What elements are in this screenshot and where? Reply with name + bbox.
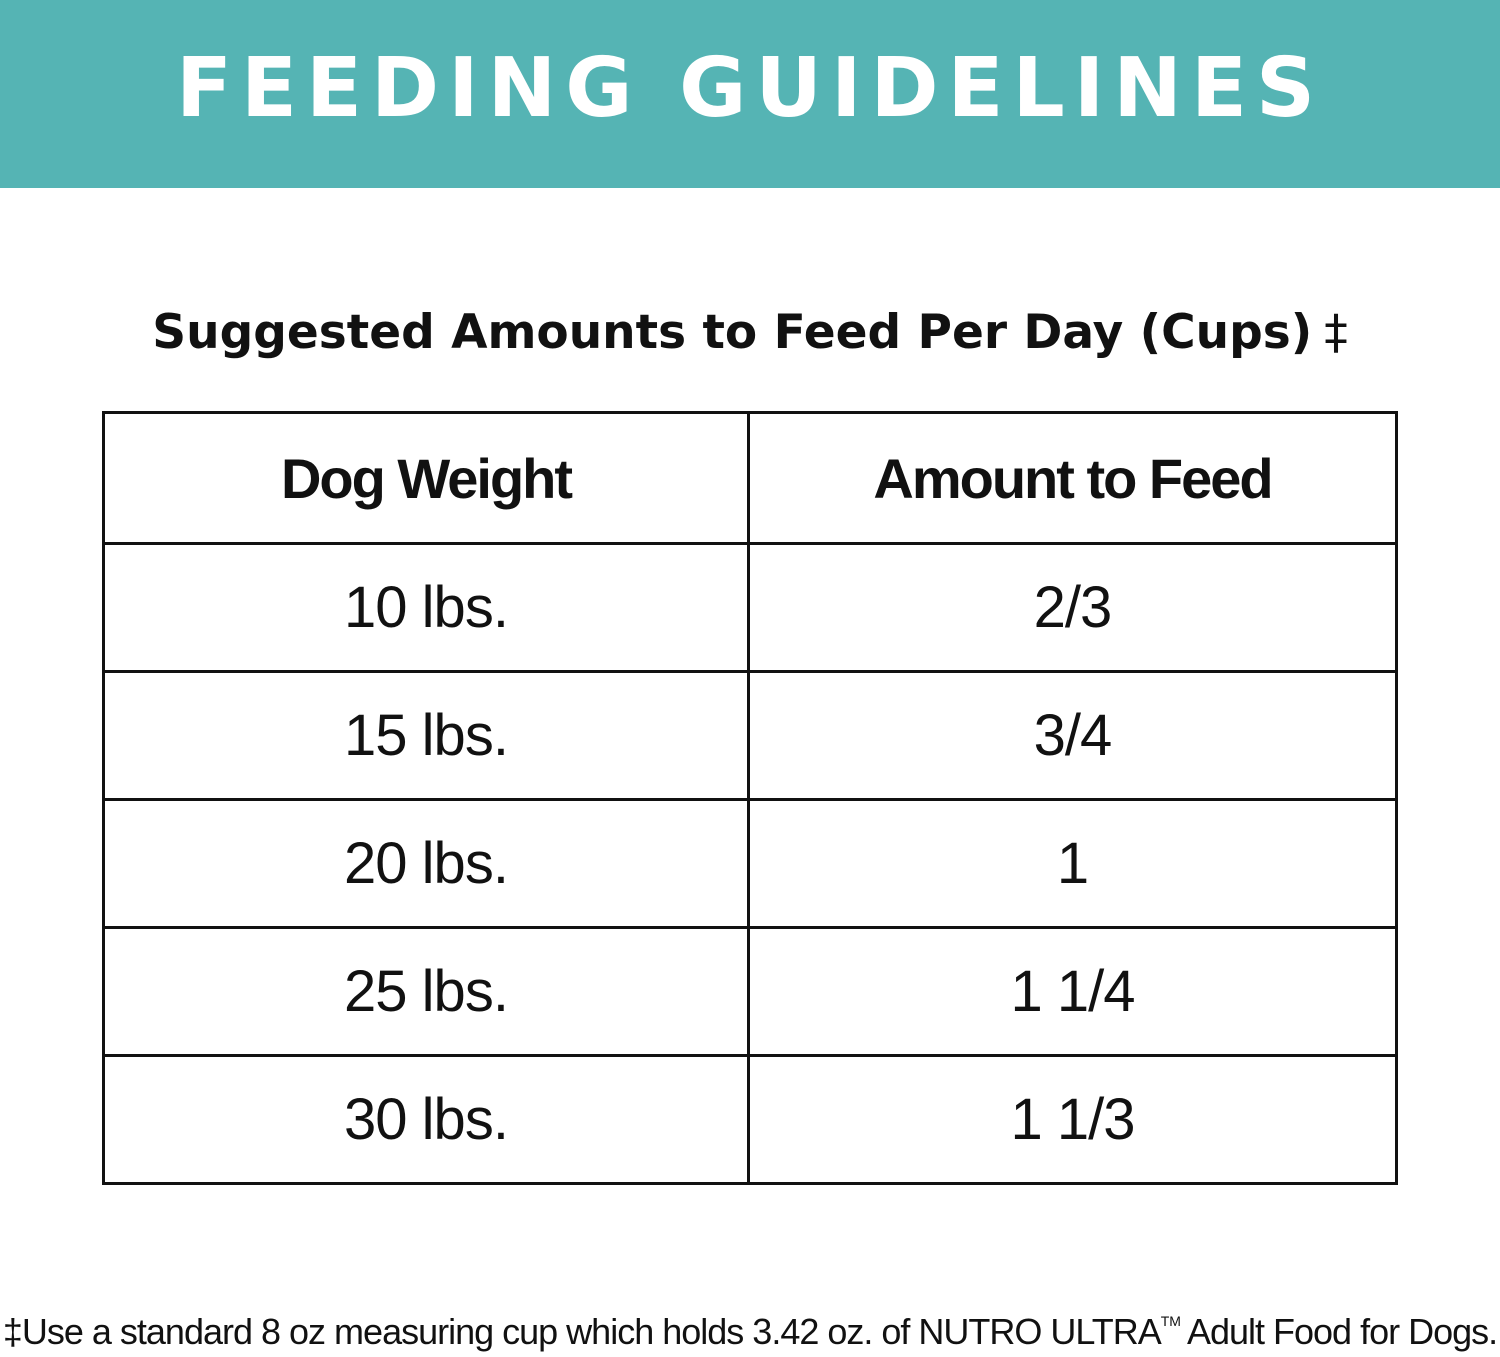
amount-cell: 1 (747, 798, 1398, 929)
column-header-amount-to-feed: Amount to Feed (747, 411, 1398, 545)
table-row: 10 lbs. 2/3 (102, 542, 1398, 673)
amount-cell: 1 1/3 (747, 1054, 1398, 1185)
dog-weight-cell: 10 lbs. (102, 542, 750, 673)
table-header-row: Dog Weight Amount to Feed (102, 411, 1398, 545)
amount-cell: 1 1/4 (747, 926, 1398, 1057)
footnote: ‡Use a standard 8 oz measuring cup which… (0, 1296, 1500, 1357)
header-banner: FEEDING GUIDELINES (0, 0, 1500, 188)
dog-weight-cell: 25 lbs. (102, 926, 750, 1057)
dog-weight-cell: 15 lbs. (102, 670, 750, 801)
footnote-text-after: Adult Food for Dogs. (1186, 1311, 1498, 1352)
page-title: FEEDING GUIDELINES (175, 41, 1325, 136)
table-row: 30 lbs. 1 1/3 (102, 1054, 1398, 1185)
table-row: 25 lbs. 1 1/4 (102, 926, 1398, 1057)
feeding-table: Dog Weight Amount to Feed 10 lbs. 2/3 15… (102, 411, 1398, 1185)
amount-cell: 3/4 (747, 670, 1398, 801)
amount-cell: 2/3 (747, 542, 1398, 673)
subtitle-text: Suggested Amounts to Feed Per Day (Cups) (152, 305, 1313, 360)
table-subtitle: Suggested Amounts to Feed Per Day (Cups)… (0, 300, 1500, 366)
table-row: 20 lbs. 1 (102, 798, 1398, 929)
table-row: 15 lbs. 3/4 (102, 670, 1398, 801)
dog-weight-cell: 30 lbs. (102, 1054, 750, 1185)
dog-weight-cell: 20 lbs. (102, 798, 750, 929)
footnote-text: ‡Use a standard 8 oz measuring cup which… (2, 1311, 1162, 1352)
column-header-dog-weight: Dog Weight (102, 411, 750, 545)
dagger-symbol: ‡ (1324, 305, 1348, 360)
trademark-symbol: TM (1160, 1313, 1181, 1329)
